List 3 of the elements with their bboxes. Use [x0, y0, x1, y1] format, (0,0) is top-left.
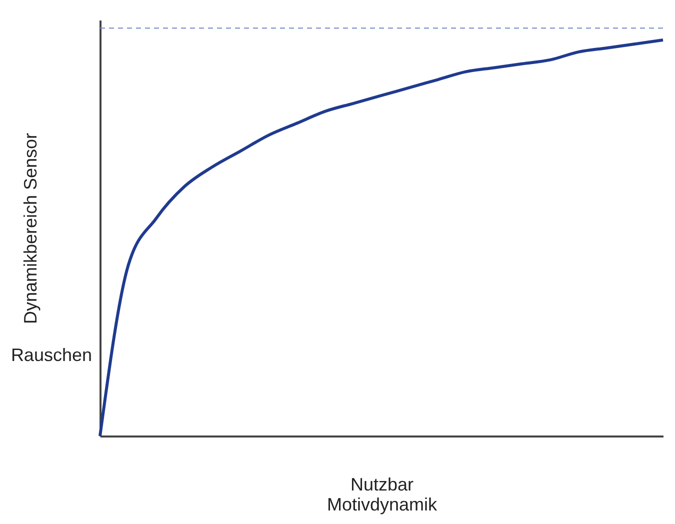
y-axis-title: Dynamikbereich Sensor	[20, 132, 40, 324]
text: Rauschen	[10, 345, 92, 365]
x-axis-title: Nutzbar Motivdynamik	[326, 474, 438, 514]
